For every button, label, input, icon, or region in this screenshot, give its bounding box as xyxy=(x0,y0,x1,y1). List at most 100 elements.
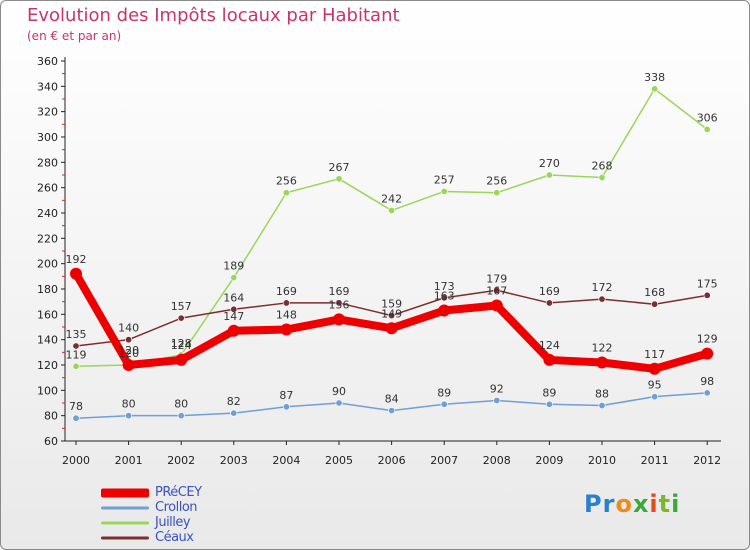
data-point-crollon xyxy=(545,400,553,408)
y-tick-label: 60 xyxy=(44,435,58,448)
data-label-crollon: 90 xyxy=(332,385,346,398)
legend-swatch-ceaux xyxy=(101,536,149,539)
data-label-juilley: 119 xyxy=(66,348,87,361)
data-label-ceaux: 169 xyxy=(276,285,297,298)
data-label-crollon: 82 xyxy=(227,395,241,408)
data-label-crollon: 92 xyxy=(490,382,504,395)
data-label-juilley: 256 xyxy=(276,175,297,188)
data-label-ceaux: 175 xyxy=(697,277,718,290)
data-label-crollon: 88 xyxy=(595,388,609,401)
data-label-precey: 129 xyxy=(697,333,718,346)
data-label-precey: 124 xyxy=(171,339,192,352)
data-point-crollon xyxy=(335,399,343,407)
data-point-juilley xyxy=(545,171,553,179)
x-tick-label: 2007 xyxy=(430,454,458,467)
legend-swatch-crollon xyxy=(101,506,149,509)
y-tick-label: 80 xyxy=(44,410,58,423)
data-point-precey xyxy=(333,313,345,326)
data-label-precey: 120 xyxy=(118,344,139,357)
y-tick-label: 160 xyxy=(37,308,58,321)
data-label-ceaux: 140 xyxy=(118,322,139,335)
x-tick-label: 2012 xyxy=(693,454,721,467)
proxiti-logo: Proxiti xyxy=(584,490,680,518)
logo-letter: x xyxy=(632,490,650,518)
legend-item-ceaux: Céaux xyxy=(101,530,301,545)
legend-label-ceaux: Céaux xyxy=(155,530,194,545)
data-label-ceaux: 172 xyxy=(592,281,613,294)
legend-item-crollon: Crollon xyxy=(101,500,301,515)
data-label-juilley: 270 xyxy=(539,157,560,170)
data-point-precey xyxy=(70,267,82,280)
data-point-ceaux xyxy=(230,305,238,313)
data-point-crollon xyxy=(125,412,133,420)
legend-item-juilley: Juilley xyxy=(101,515,301,530)
y-tick-label: 300 xyxy=(37,131,58,144)
data-point-ceaux xyxy=(282,299,290,307)
data-point-precey xyxy=(438,304,451,317)
data-label-crollon: 78 xyxy=(69,400,83,413)
y-tick-label: 220 xyxy=(37,232,58,245)
data-label-juilley: 267 xyxy=(329,161,350,174)
data-point-juilley xyxy=(335,175,343,183)
data-point-crollon xyxy=(230,409,238,417)
data-label-crollon: 89 xyxy=(437,386,451,399)
data-point-juilley xyxy=(72,362,80,370)
data-point-ceaux xyxy=(598,295,606,303)
data-point-precey xyxy=(490,299,503,312)
legend-label-precey: PRéCEY xyxy=(155,485,202,500)
y-tick-label: 340 xyxy=(37,80,58,93)
data-point-ceaux xyxy=(545,299,553,307)
data-label-ceaux: 135 xyxy=(66,328,87,341)
logo-letter: P xyxy=(584,490,603,518)
data-label-crollon: 80 xyxy=(174,398,188,411)
data-label-precey: 167 xyxy=(486,284,507,297)
data-label-ceaux: 169 xyxy=(329,285,350,298)
data-label-juilley: 338 xyxy=(644,71,665,84)
data-point-juilley xyxy=(703,125,711,133)
data-point-ceaux xyxy=(177,314,185,322)
data-label-juilley: 268 xyxy=(592,160,613,173)
data-label-crollon: 89 xyxy=(542,386,556,399)
x-tick-label: 2000 xyxy=(62,454,90,467)
data-label-juilley: 120 xyxy=(118,347,139,360)
data-point-precey xyxy=(122,359,135,371)
data-point-juilley xyxy=(651,85,659,93)
x-tick-label: 2001 xyxy=(115,454,143,467)
y-tick-label: 180 xyxy=(37,283,58,296)
data-point-ceaux xyxy=(335,299,343,307)
legend: PRéCEY Crollon Juilley Céaux xyxy=(101,485,301,545)
logo-letter: o xyxy=(615,490,633,518)
x-tick-label: 2004 xyxy=(272,454,300,467)
data-point-crollon xyxy=(388,407,396,415)
legend-swatch-juilley xyxy=(101,521,149,524)
data-label-ceaux: 169 xyxy=(539,285,560,298)
logo-letter: i xyxy=(671,490,681,518)
data-point-crollon xyxy=(651,393,659,401)
data-point-precey xyxy=(648,362,661,375)
data-label-crollon: 80 xyxy=(122,398,136,411)
data-label-precey: 192 xyxy=(66,253,87,266)
y-tick-label: 320 xyxy=(37,106,58,119)
data-point-crollon xyxy=(72,414,80,422)
data-point-precey xyxy=(280,323,293,336)
data-point-precey xyxy=(385,322,398,335)
x-tick-label: 2005 xyxy=(325,454,353,467)
y-tick-label: 260 xyxy=(37,182,58,195)
data-label-juilley: 306 xyxy=(697,111,718,124)
data-point-crollon xyxy=(440,400,448,408)
y-tick-label: 100 xyxy=(37,384,58,397)
data-point-juilley xyxy=(388,206,396,214)
data-point-ceaux xyxy=(125,336,133,344)
data-label-precey: 117 xyxy=(644,348,665,361)
legend-label-crollon: Crollon xyxy=(155,500,198,515)
data-point-precey xyxy=(701,347,714,360)
data-point-precey xyxy=(175,353,188,366)
data-label-juilley: 189 xyxy=(223,260,244,273)
data-label-precey: 124 xyxy=(539,339,560,352)
y-tick-label: 240 xyxy=(37,207,58,220)
data-point-ceaux xyxy=(388,312,396,320)
chart-subtitle: (en € et par an) xyxy=(27,29,122,43)
x-tick-label: 2009 xyxy=(535,454,563,467)
data-point-ceaux xyxy=(703,291,711,299)
